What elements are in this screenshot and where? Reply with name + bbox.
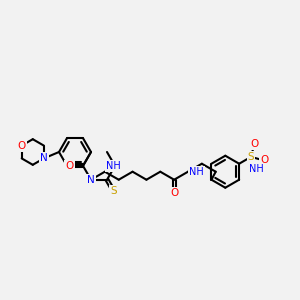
Text: O: O [17,141,26,151]
Text: O: O [260,155,268,165]
Text: O: O [250,139,259,149]
Text: N: N [40,153,48,164]
Text: O: O [65,161,74,171]
Text: O: O [170,188,178,198]
Text: S: S [248,152,254,162]
Text: S: S [110,187,117,196]
Text: NH: NH [189,167,204,177]
Text: NH: NH [249,164,263,174]
Text: NH: NH [106,161,120,171]
Text: N: N [87,175,95,185]
